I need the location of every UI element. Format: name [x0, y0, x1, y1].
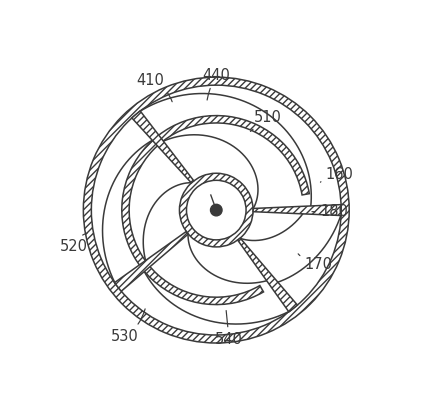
Text: 540: 540	[215, 311, 243, 347]
Wedge shape	[114, 231, 188, 291]
Text: 180: 180	[312, 204, 349, 219]
Text: 440: 440	[202, 68, 230, 100]
Wedge shape	[122, 116, 309, 305]
Text: 410: 410	[137, 73, 172, 102]
Text: 530: 530	[111, 309, 145, 344]
Wedge shape	[83, 77, 349, 343]
Text: 170: 170	[298, 254, 333, 272]
Text: 510: 510	[250, 110, 281, 131]
Wedge shape	[179, 173, 253, 247]
Text: 160: 160	[320, 167, 354, 182]
Text: 520: 520	[60, 233, 88, 255]
Wedge shape	[132, 111, 194, 183]
Circle shape	[211, 204, 222, 216]
Wedge shape	[238, 238, 298, 312]
Wedge shape	[253, 205, 341, 215]
